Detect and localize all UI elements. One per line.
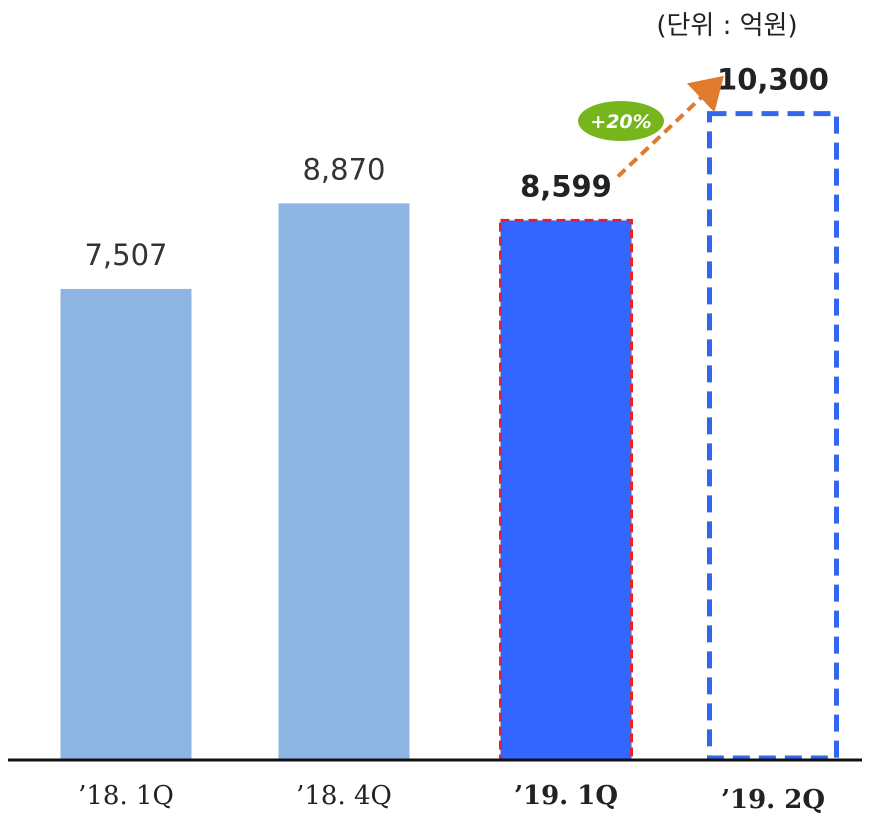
- growth-badge: +20%: [578, 101, 664, 141]
- x-tick-label-4: ’19. 2Q: [721, 785, 825, 814]
- value-label-2: 8,870: [302, 152, 385, 186]
- growth-badge-text: +20%: [590, 111, 651, 133]
- bar-4: [707, 111, 839, 761]
- value-label-1: 7,507: [84, 238, 167, 272]
- growth-badge-shape: [578, 101, 664, 141]
- bar-1: [60, 288, 192, 760]
- unit-label: (단위 : 억원): [656, 11, 797, 41]
- x-tick-label-1: ’18. 1Q: [78, 781, 174, 811]
- value-label-4: 10,300: [717, 63, 829, 97]
- bar-2: [278, 203, 410, 761]
- x-tick-label-3: ’19. 1Q: [514, 781, 618, 811]
- x-tick-label-2: ’18. 4Q: [296, 781, 392, 811]
- bar-3: [499, 218, 633, 762]
- value-label-3: 8,599: [520, 169, 612, 203]
- growth-arrow: [616, 75, 724, 178]
